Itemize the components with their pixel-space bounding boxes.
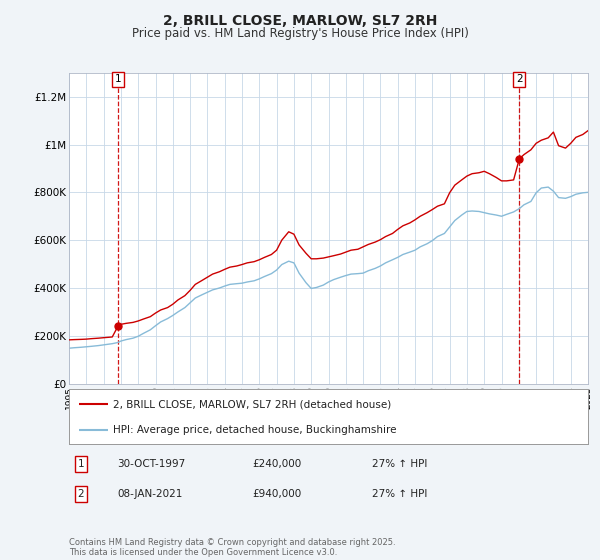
Text: £240,000: £240,000	[252, 459, 301, 469]
Text: 1: 1	[77, 459, 85, 469]
Text: 08-JAN-2021: 08-JAN-2021	[117, 489, 182, 499]
Text: 2: 2	[77, 489, 85, 499]
Text: HPI: Average price, detached house, Buckinghamshire: HPI: Average price, detached house, Buck…	[113, 425, 397, 435]
Text: Contains HM Land Registry data © Crown copyright and database right 2025.
This d: Contains HM Land Registry data © Crown c…	[69, 538, 395, 557]
Text: 27% ↑ HPI: 27% ↑ HPI	[372, 459, 427, 469]
Text: 2, BRILL CLOSE, MARLOW, SL7 2RH: 2, BRILL CLOSE, MARLOW, SL7 2RH	[163, 14, 437, 28]
Text: 2: 2	[516, 74, 523, 85]
Text: £940,000: £940,000	[252, 489, 301, 499]
Text: Price paid vs. HM Land Registry's House Price Index (HPI): Price paid vs. HM Land Registry's House …	[131, 27, 469, 40]
Text: 2, BRILL CLOSE, MARLOW, SL7 2RH (detached house): 2, BRILL CLOSE, MARLOW, SL7 2RH (detache…	[113, 399, 391, 409]
Text: 30-OCT-1997: 30-OCT-1997	[117, 459, 185, 469]
Text: 1: 1	[115, 74, 121, 85]
Text: 27% ↑ HPI: 27% ↑ HPI	[372, 489, 427, 499]
